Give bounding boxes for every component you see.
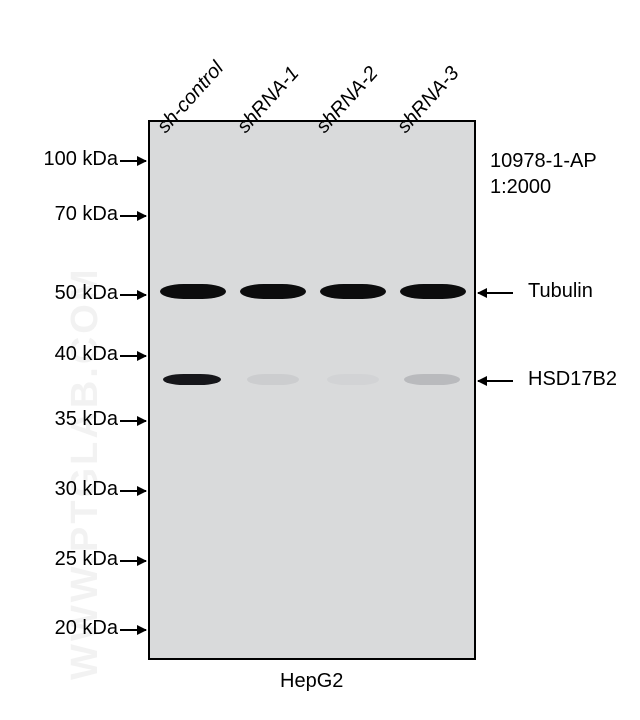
ladder-arrow-2: [120, 294, 146, 296]
ladder-label-2: 50 kDa: [55, 282, 118, 305]
ladder-arrow-3: [120, 355, 146, 357]
annotation-arrow-1: [478, 380, 513, 382]
cell-line-label: HepG2: [280, 670, 343, 693]
ladder-label-0: 100 kDa: [44, 148, 119, 171]
ladder-arrow-0: [120, 160, 146, 162]
annotation-label-0: Tubulin: [528, 280, 593, 303]
ladder-label-3: 40 kDa: [55, 343, 118, 366]
ladder-arrow-5: [120, 490, 146, 492]
ladder-arrow-6: [120, 560, 146, 562]
ladder-arrow-1: [120, 215, 146, 217]
annotation-arrow-0: [478, 292, 513, 294]
annotation-label-1: HSD17B2: [528, 368, 617, 391]
ladder-label-7: 20 kDa: [55, 617, 118, 640]
ladder-arrow-7: [120, 629, 146, 631]
ladder-label-6: 25 kDa: [55, 548, 118, 571]
ladder-label-1: 70 kDa: [55, 203, 118, 226]
blot-frame: [148, 120, 476, 660]
antibody-dilution: 1:2000: [490, 176, 551, 199]
ladder-arrow-4: [120, 420, 146, 422]
ladder-label-5: 30 kDa: [55, 478, 118, 501]
ladder-label-4: 35 kDa: [55, 408, 118, 431]
antibody-id: 10978-1-AP: [490, 150, 597, 173]
